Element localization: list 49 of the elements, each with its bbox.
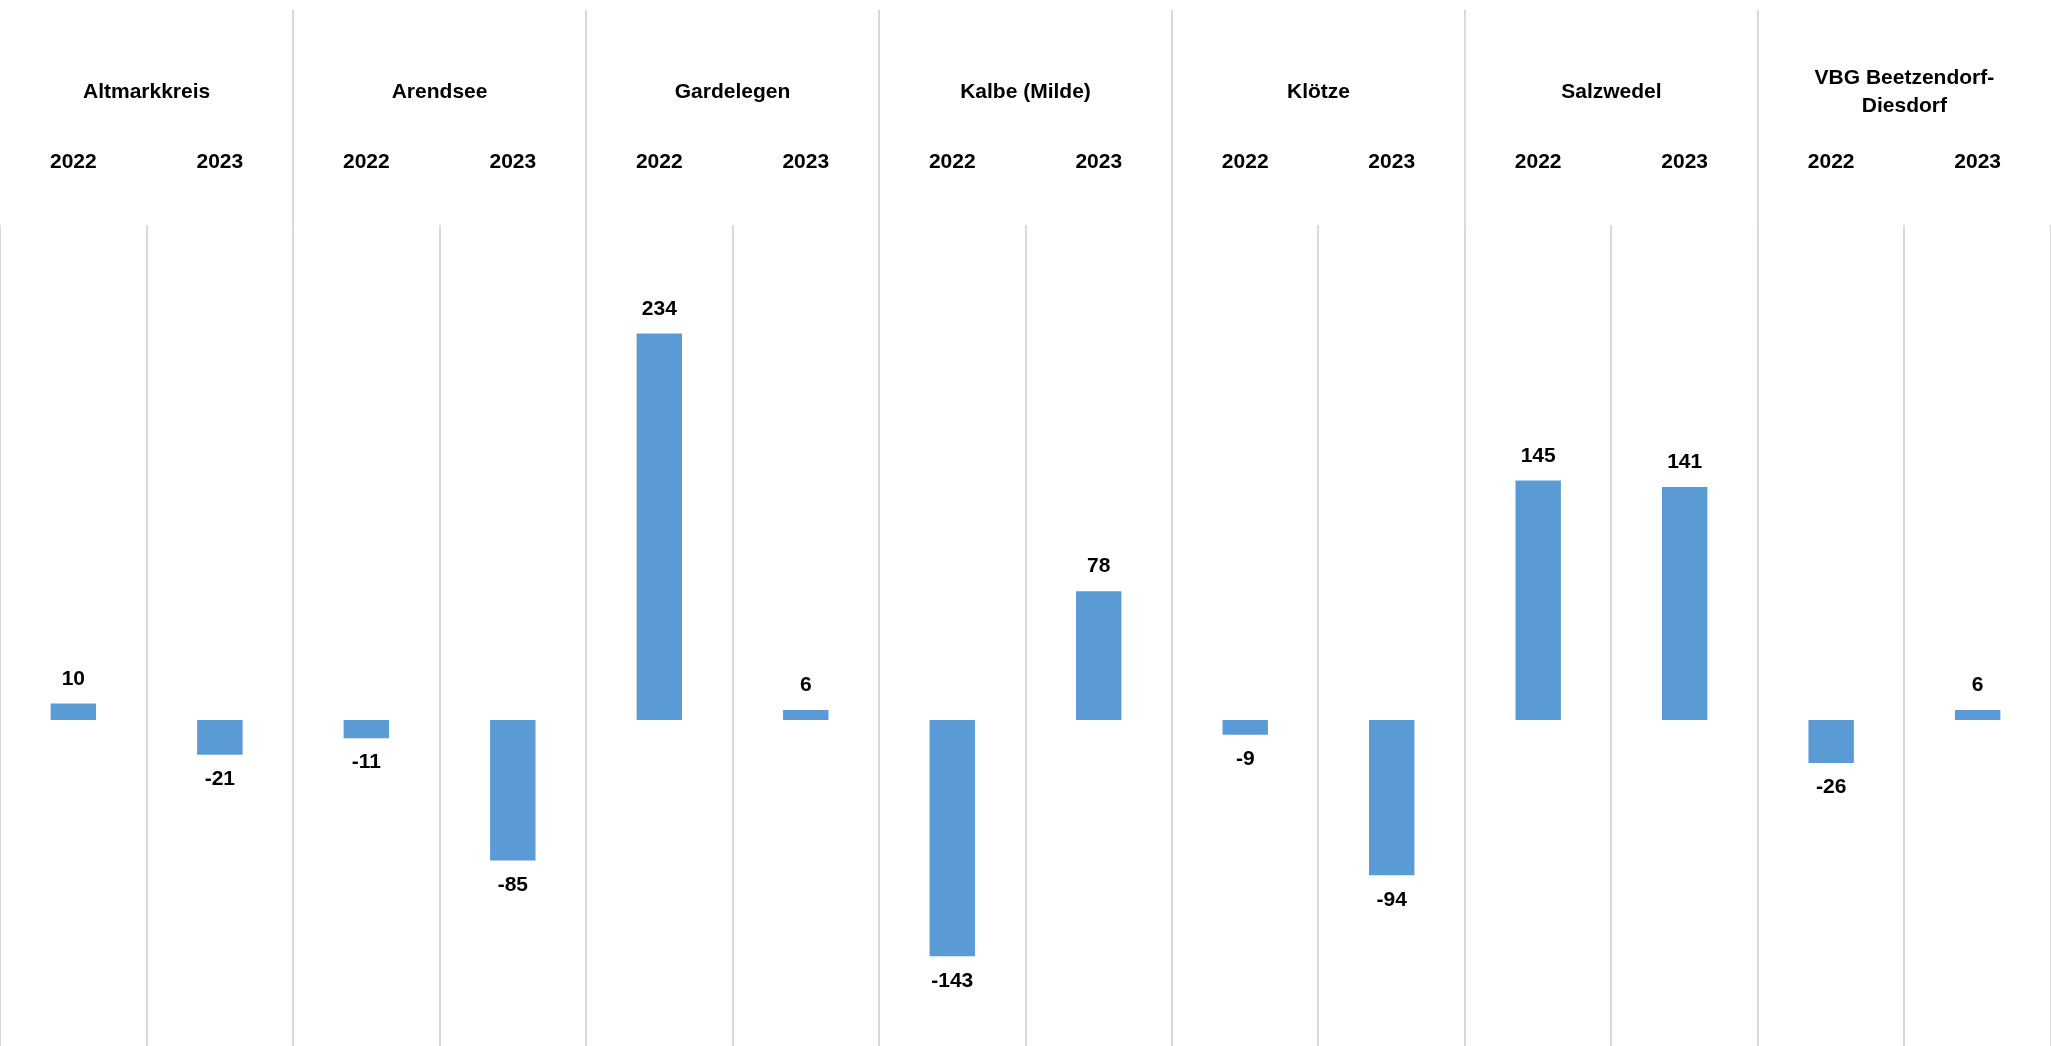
x-tick-label: 2022 (635, 149, 683, 173)
bar (1369, 720, 1415, 876)
bar (1515, 480, 1561, 720)
text: Klötze (1286, 78, 1350, 102)
data-label: 141 (1667, 449, 1703, 473)
x-tick-label: 2023 (1368, 149, 1416, 173)
data-label: 145 (1520, 442, 1557, 466)
bar (1954, 710, 2001, 720)
data-label: -21 (204, 765, 236, 789)
x-tick-label: 2022 (1221, 149, 1269, 173)
bar (197, 720, 243, 755)
x-tick-label: 2022 (928, 149, 976, 173)
text: Altmarkkreis (82, 78, 211, 102)
bar (1661, 487, 1708, 720)
bar (490, 720, 536, 861)
bar (1808, 720, 1854, 763)
text: Arendsee (391, 78, 488, 102)
data-label: 10 (61, 665, 86, 689)
data-label: -26 (1815, 774, 1847, 798)
x-tick-label: 2023 (1075, 149, 1123, 173)
x-tick-label: 2022 (1807, 149, 1855, 173)
text: Salzwedel (1561, 78, 1662, 102)
x-tick-label: 2023 (196, 149, 244, 173)
data-label: -9 (1235, 746, 1255, 770)
bar (929, 720, 975, 957)
data-label: -11 (351, 749, 382, 773)
x-tick-label: 2022 (1514, 149, 1562, 173)
data-label: 6 (1971, 672, 1984, 696)
data-label: 234 (641, 295, 678, 319)
x-tick-label: 2023 (489, 149, 537, 173)
x-tick-label: 2023 (782, 149, 830, 173)
text: Kalbe (Milde) (960, 78, 1091, 102)
data-label: -143 (931, 967, 974, 991)
bar (1222, 720, 1268, 735)
data-label: 78 (1087, 553, 1111, 577)
bar (783, 710, 829, 720)
bar (50, 703, 97, 720)
data-label: -85 (497, 871, 529, 895)
text: Gardelegen (674, 78, 791, 102)
data-label: 6 (799, 672, 812, 696)
x-tick-label: 2023 (1661, 149, 1709, 173)
text: VBG Beetzendorf-Diesdorf (1814, 64, 1995, 116)
x-tick-label: 2023 (1954, 149, 2002, 173)
x-tick-label: 2022 (50, 149, 97, 173)
bar (636, 333, 682, 720)
data-label: -94 (1376, 886, 1408, 910)
bar (1076, 591, 1122, 720)
x-tick-label: 2022 (342, 149, 390, 173)
bar (343, 720, 390, 739)
